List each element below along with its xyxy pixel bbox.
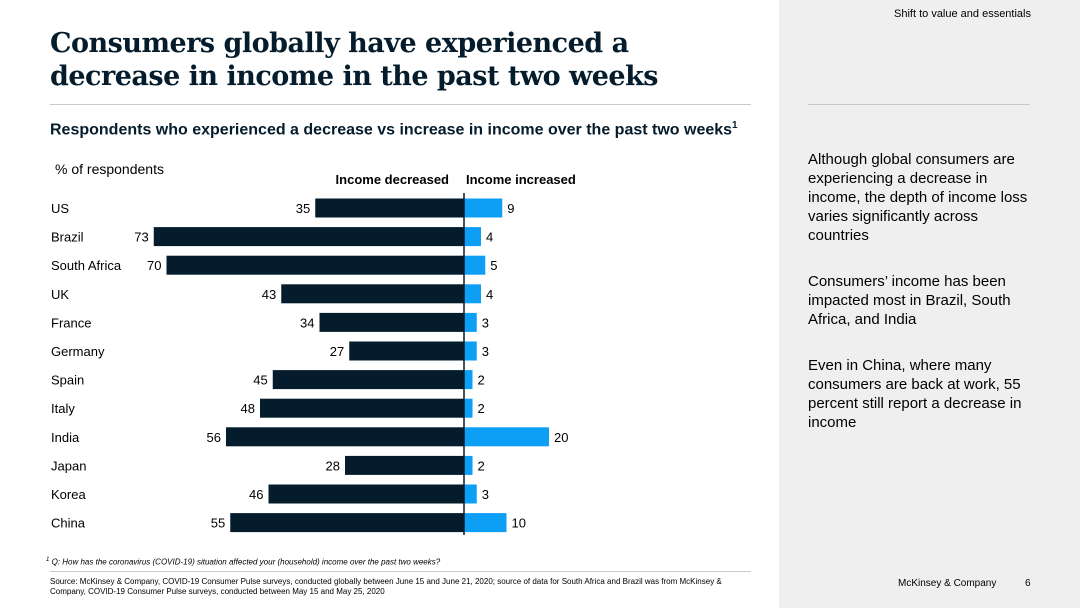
data-label-increased-italy: 2 [478,401,485,416]
category-label-brazil: Brazil [51,230,84,245]
data-label-decreased-france: 34 [300,315,314,330]
page-number: 6 [1025,578,1031,589]
data-label-increased-us: 9 [507,201,514,216]
data-label-decreased-brazil: 73 [134,230,148,245]
category-label-india: India [51,430,80,445]
data-label-decreased-china: 55 [211,516,225,531]
category-label-south-africa: South Africa [51,258,122,273]
data-label-decreased-spain: 45 [253,373,267,388]
bar-increased-spain [464,370,473,390]
title-divider [50,104,751,105]
bar-increased-us [464,198,503,218]
data-label-decreased-korea: 46 [249,487,263,502]
legend-income-increased: Income increased [466,172,576,187]
category-label-china: China [51,516,86,531]
bar-increased-france [464,312,477,332]
category-label-italy: Italy [51,401,75,416]
category-label-us: US [51,201,69,216]
source-note: Source: McKinsey & Company, COVID-19 Con… [50,577,722,596]
category-label-korea: Korea [51,487,86,502]
category-label-france: France [51,315,91,330]
category-label-spain: Spain [51,373,84,388]
unit-label: % of respondents [55,161,164,177]
data-label-increased-france: 3 [482,315,489,330]
sidebar-point-1: Although global consumers are experienci… [808,151,1028,244]
footnote-marker: 1 [46,557,50,563]
chart-subtitle: Respondents who experienced a decrease v… [50,116,750,140]
legend-income-decreased: Income decreased [336,172,450,187]
data-label-increased-germany: 3 [482,344,489,359]
bar-increased-japan [464,455,473,475]
bar-decreased-japan [345,455,464,475]
data-label-increased-china: 10 [512,516,526,531]
category-label-germany: Germany [51,344,105,359]
data-label-decreased-us: 35 [296,201,310,216]
bar-increased-india [464,427,549,447]
data-label-decreased-germany: 27 [330,344,344,359]
data-label-increased-japan: 2 [478,458,485,473]
bar-increased-korea [464,484,477,504]
footnote-text: Q: How has the coronavirus (COVID-19) si… [51,557,441,567]
bar-decreased-spain [272,370,464,390]
footer-divider [50,571,751,572]
data-label-decreased-japan: 28 [326,458,340,473]
data-label-increased-brazil: 4 [486,230,493,245]
subtitle-footnote-marker: 1 [732,120,738,131]
bar-increased-south-africa [464,255,486,275]
sidebar-point-3: Even in China, where many consumers are … [808,357,1022,431]
data-label-decreased-italy: 48 [241,401,255,416]
section-tagline: Shift to value and essentials [894,8,1031,20]
page-title: Consumers globally have experienced a de… [50,28,659,92]
sidebar-point-2: Consumers’ income has been impacted most… [808,273,1011,328]
category-label-uk: UK [51,287,69,302]
bar-decreased-india [226,427,464,447]
data-label-decreased-south-africa: 70 [147,258,161,273]
bar-decreased-uk [281,284,464,304]
bar-decreased-france [319,312,464,332]
data-label-increased-south-africa: 5 [490,258,497,273]
data-label-increased-india: 20 [554,430,568,445]
data-label-increased-spain: 2 [478,373,485,388]
bar-increased-brazil [464,227,481,247]
category-label-japan: Japan [51,458,86,473]
bar-decreased-italy [260,398,464,418]
bar-decreased-us [315,198,464,218]
bar-increased-china [464,513,507,533]
data-label-decreased-uk: 43 [262,287,276,302]
bar-decreased-germany [349,341,464,361]
data-label-decreased-india: 56 [207,430,221,445]
footnote: 1 Q: How has the coronavirus (COVID-19) … [46,557,440,567]
bar-decreased-brazil [153,227,464,247]
bar-decreased-south-africa [166,255,464,275]
bar-decreased-china [230,513,464,533]
data-label-increased-korea: 3 [482,487,489,502]
chart-subtitle-text: Respondents who experienced a decrease v… [50,121,733,139]
bar-increased-germany [464,341,477,361]
bar-decreased-korea [268,484,464,504]
bar-increased-italy [464,398,473,418]
sidebar-panel [779,0,1080,608]
bar-increased-uk [464,284,481,304]
footer-brand: McKinsey & Company [898,578,997,589]
data-label-increased-uk: 4 [486,287,493,302]
sidebar-divider [808,104,1030,105]
